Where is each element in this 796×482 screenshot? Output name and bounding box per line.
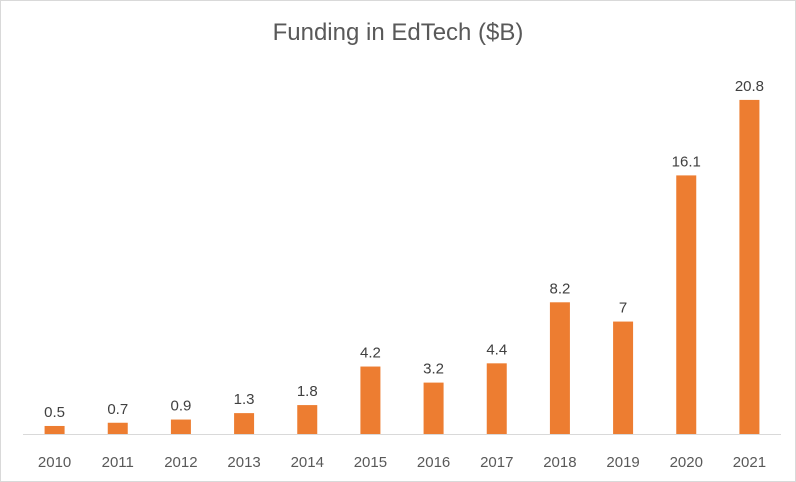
x-tick-label-2021: 2021 xyxy=(733,454,766,471)
x-tick-label-2012: 2012 xyxy=(164,454,197,471)
chart-title: Funding in EdTech ($B) xyxy=(272,19,524,46)
x-tick-labels-group: 2010 2011 2012 2013 2014 2015 2016 2017 2018 2019… xyxy=(38,454,766,471)
x-tick-label-2017: 2017 xyxy=(480,454,513,471)
x-tick-label-2014: 2014 xyxy=(291,454,324,471)
bar-2021 xyxy=(739,99,760,435)
x-tick-label-2016: 2016 xyxy=(417,454,450,471)
data-label-2018: 8.2 xyxy=(549,280,570,297)
x-tick-label-2011: 2011 xyxy=(102,454,134,471)
data-label-2017: 4.4 xyxy=(486,341,507,358)
data-label-2011: 0.7 xyxy=(107,401,128,418)
x-tick-label-2010: 2010 xyxy=(38,454,71,471)
bar-2014 xyxy=(297,405,318,434)
bar-2017 xyxy=(486,363,507,434)
x-tick-label-2013: 2013 xyxy=(227,454,260,471)
data-label-2021: 20.8 xyxy=(735,78,764,95)
data-label-2012: 0.9 xyxy=(170,398,191,415)
x-tick-label-2020: 2020 xyxy=(670,454,703,471)
x-tick-label-2015: 2015 xyxy=(354,454,387,471)
data-label-2014: 1.8 xyxy=(297,383,318,400)
data-label-2016: 3.2 xyxy=(423,361,444,378)
data-label-2015: 4.2 xyxy=(360,345,381,362)
bar-2011 xyxy=(107,422,128,434)
x-tick-label-2018: 2018 xyxy=(543,454,576,471)
bar-2010 xyxy=(44,425,65,434)
bar-2015 xyxy=(360,366,381,434)
bar-2020 xyxy=(676,175,697,434)
data-label-2019: 7 xyxy=(619,300,627,317)
bars-group xyxy=(44,99,760,435)
bar-2018 xyxy=(549,302,570,434)
data-label-2010: 0.5 xyxy=(44,404,65,421)
bar-2013 xyxy=(234,413,255,434)
bar-2016 xyxy=(423,382,444,434)
bar-2012 xyxy=(170,419,191,434)
data-labels-group: 0.5 0.7 0.9 1.3 1.8 4.2 3.2 4.4 8.2 7 16.1 20.8 xyxy=(44,78,764,421)
data-label-2013: 1.3 xyxy=(234,391,255,408)
bar-2019 xyxy=(613,321,634,434)
data-label-2020: 16.1 xyxy=(672,153,701,170)
x-tick-label-2019: 2019 xyxy=(606,454,639,471)
